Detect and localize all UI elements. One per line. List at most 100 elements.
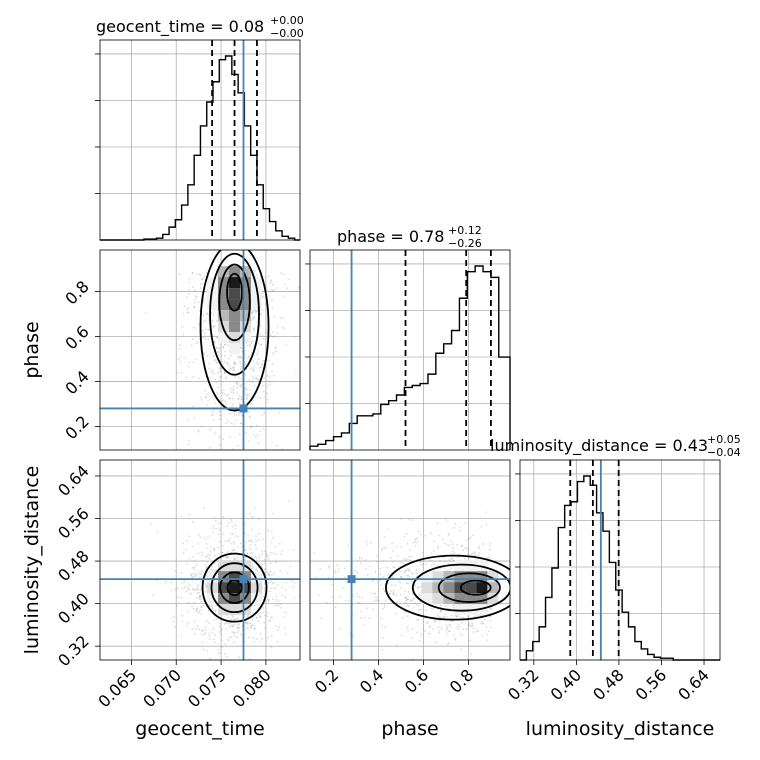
sample-point [283,327,285,330]
sample-point [247,534,249,537]
sample-point [272,582,275,584]
sample-point [352,594,355,597]
density-cell [240,266,252,278]
sample-point [218,631,221,633]
sample-point [260,637,263,640]
sample-point [447,533,450,536]
sample-point [251,380,254,383]
sample-point [249,426,252,429]
sample-point [191,272,194,275]
sample-point [468,623,471,625]
sample-point [262,538,264,541]
sample-point [270,334,273,337]
sample-point [265,552,268,555]
panel-frame-phase-luminosity_distance [309,459,511,661]
sample-point [238,357,241,360]
sample-point [369,592,372,595]
sample-point [211,607,214,610]
histogram-geocent_time [100,55,300,241]
sample-point [190,592,192,595]
sample-point [195,574,198,576]
sample-point [411,637,414,639]
sample-point [269,279,272,282]
sample-point [220,376,223,378]
sample-point [482,623,485,625]
sample-point [218,379,221,382]
sample-point [268,376,271,379]
sample-point [254,528,256,530]
sample-point [256,569,258,572]
panel-frame-geocent_time-phase [99,249,301,451]
sample-point [270,552,272,554]
sample-point [206,312,209,315]
sample-point [179,360,182,363]
sample-point [386,566,389,569]
sample-point [213,641,216,644]
sample-point [275,553,278,556]
sample-point [214,341,216,344]
sample-point [188,588,190,591]
title-luminosity-distance: luminosity_distance = 0.43 [490,436,708,456]
density-geocent_time-luminosity_distance [150,500,300,660]
sample-point [468,537,471,540]
sample-point [192,286,194,289]
sample-point [200,425,203,428]
sample-point [267,275,270,278]
sample-point [339,596,341,598]
sample-point [203,335,206,337]
sample-point [261,363,263,365]
density-cell [240,332,252,344]
sample-point [384,600,387,602]
sample-point [264,568,267,570]
sample-point [226,362,229,365]
sample-point [474,553,476,555]
sample-point [440,627,443,630]
sample-point [480,620,483,623]
sample-point [224,539,227,542]
sample-point [274,347,277,350]
sample-point [318,594,321,596]
sample-point [399,593,402,596]
sample-point [295,371,297,374]
sample-point [199,273,202,276]
sample-point [465,547,468,550]
sample-point [236,386,239,389]
sample-point [199,570,201,573]
sample-point [481,634,484,637]
sample-point [395,574,398,576]
sample-point [235,414,238,416]
density-cell [240,310,252,322]
sample-point [213,372,215,375]
sample-point [230,391,233,393]
sample-point [215,361,218,364]
sample-point [264,396,267,399]
sample-point [189,277,191,280]
sample-point [192,361,195,363]
sample-point [253,433,255,436]
sample-point [477,630,480,633]
sample-point [223,399,225,402]
density-cell [487,582,499,594]
sample-point [437,615,440,618]
sample-point [356,601,359,604]
sample-point [192,338,194,341]
title-phase-minus: −0.26 [448,237,482,250]
sample-point [227,616,230,619]
sample-point [395,594,398,596]
sample-point [220,633,223,636]
sample-point [193,306,195,308]
sample-point [224,400,227,403]
sample-point [443,567,446,569]
sample-point [444,560,447,563]
sample-point [239,468,241,470]
sample-point [185,376,188,379]
sample-point [249,452,251,454]
sample-point [217,478,219,480]
sample-point [192,566,194,569]
marks-layer [95,39,721,665]
sample-point [211,566,214,569]
sample-point [258,518,260,521]
sample-point [238,433,241,436]
sample-point [445,629,448,632]
sample-point [214,402,217,405]
